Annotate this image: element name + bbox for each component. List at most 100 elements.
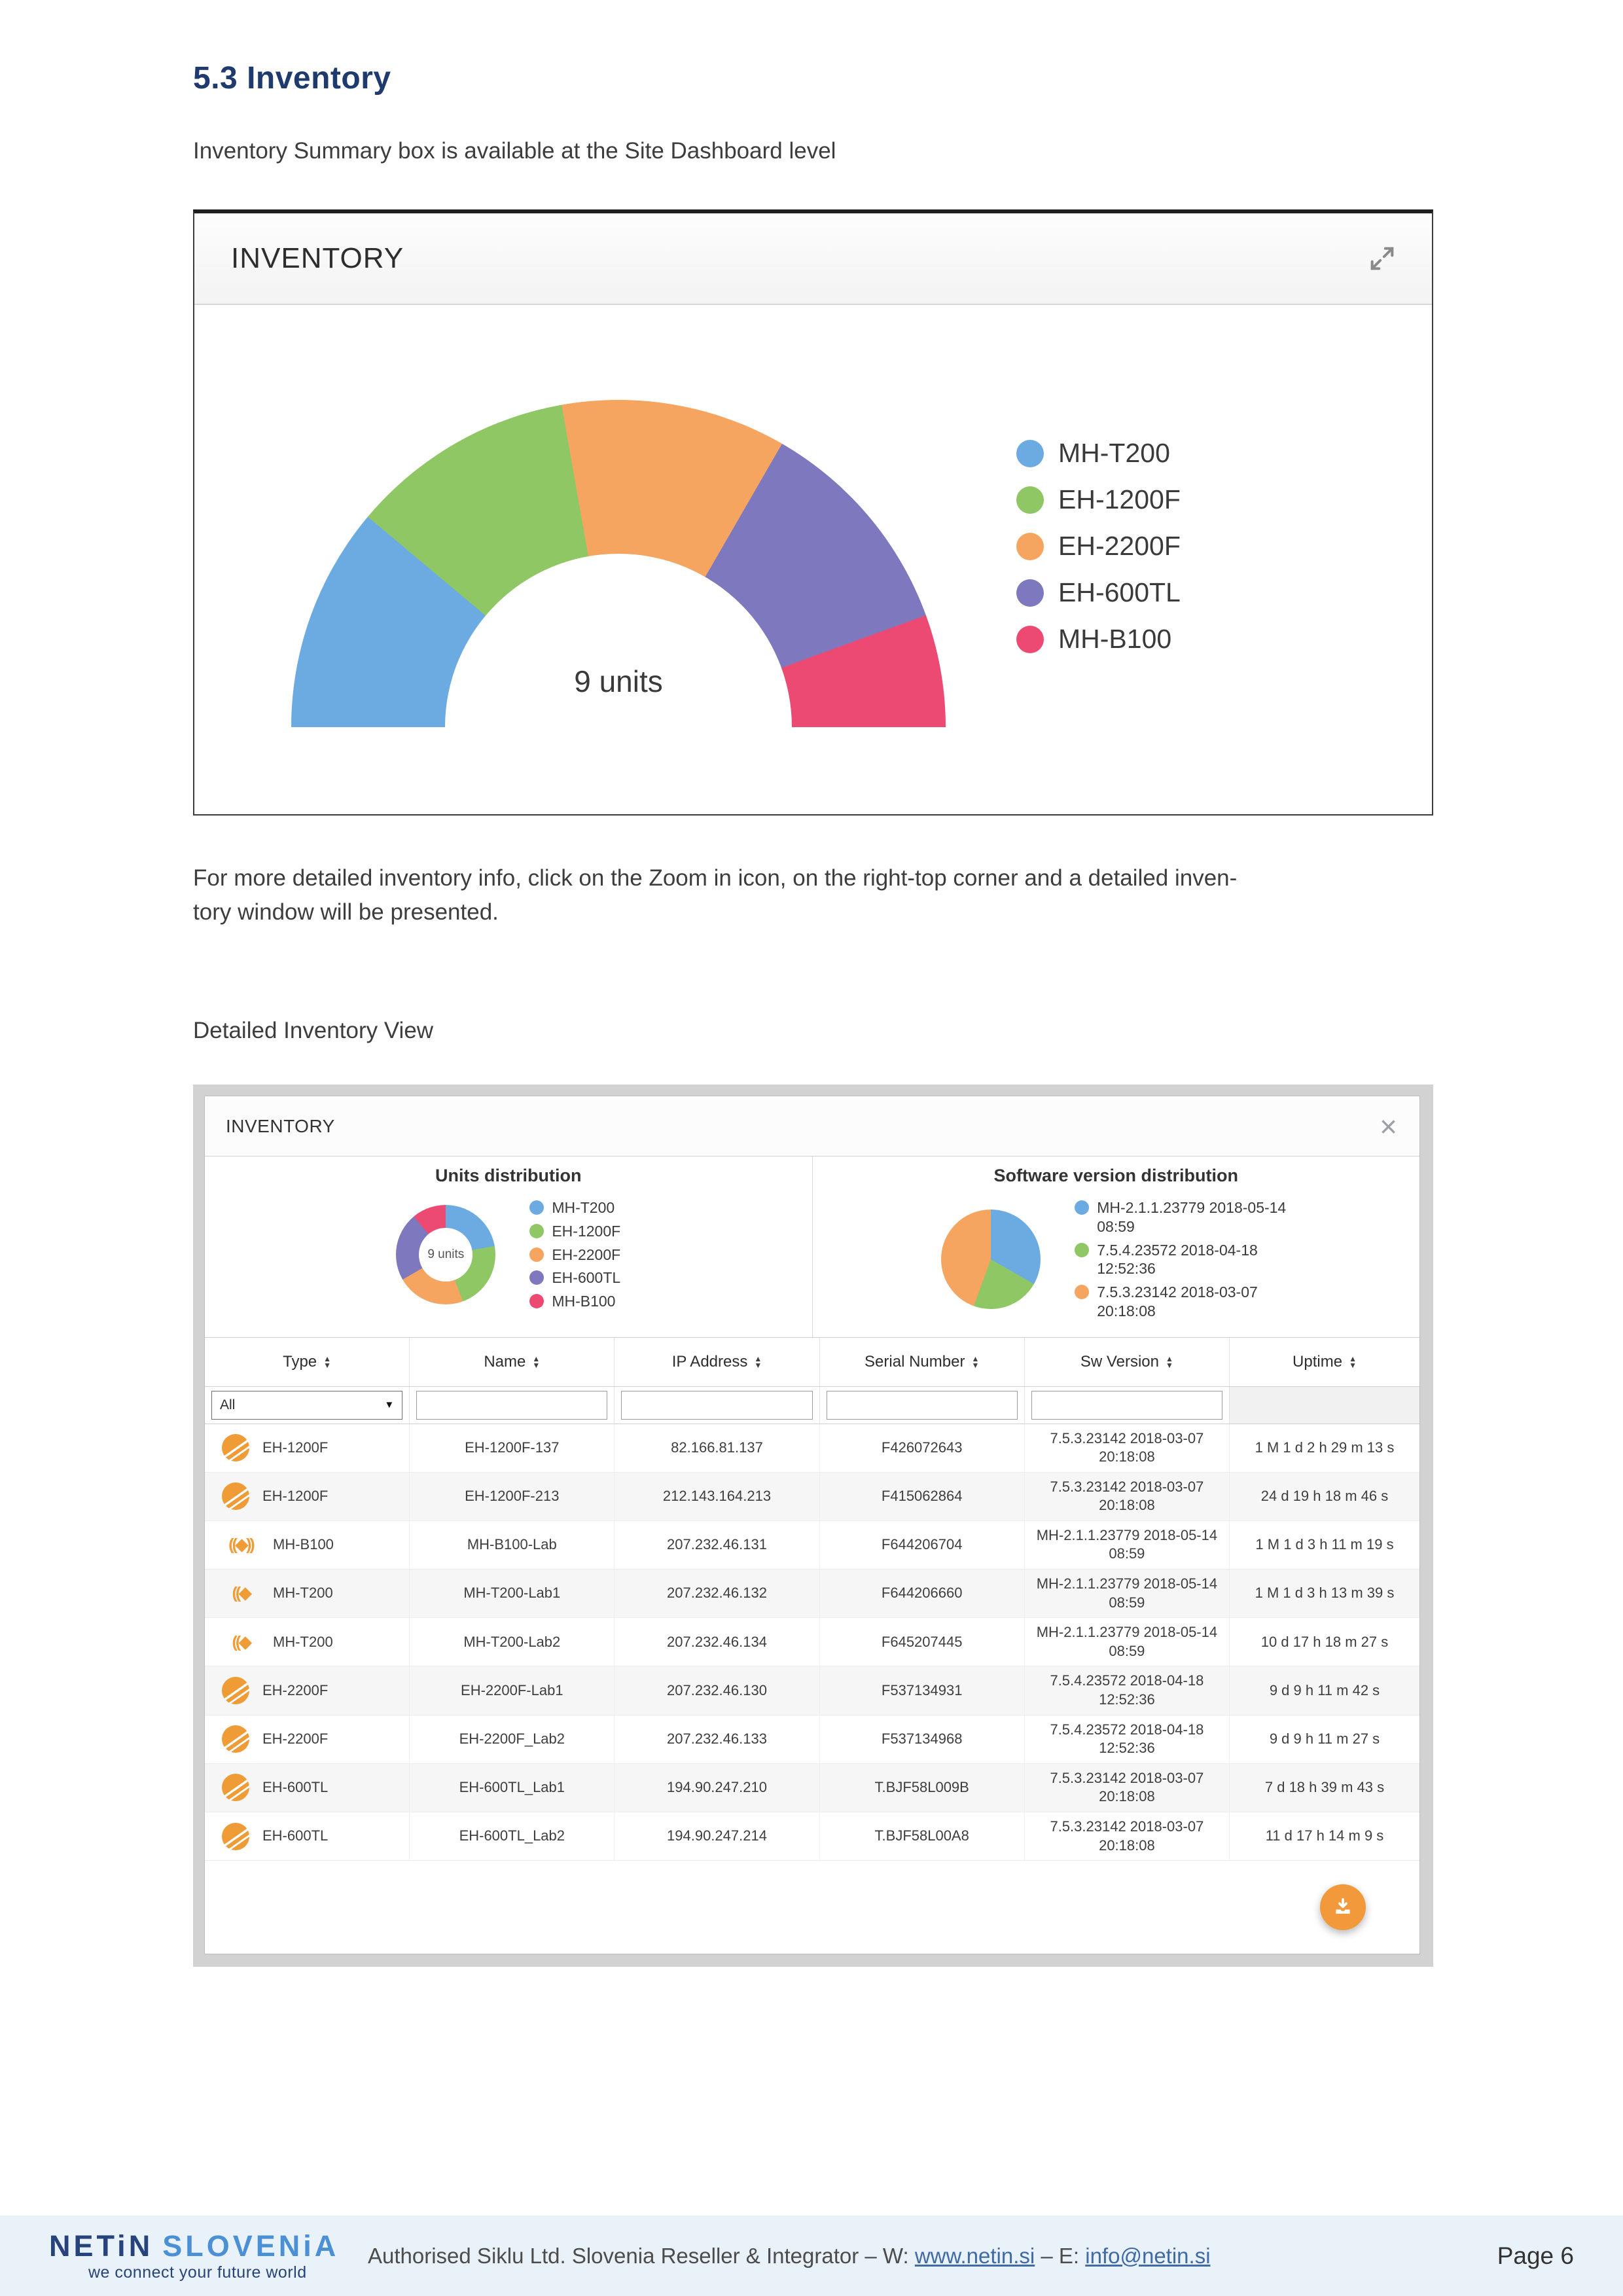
logo-slovenia: SLOVENiA xyxy=(162,2229,340,2263)
email-link[interactable]: info@netin.si xyxy=(1085,2243,1211,2268)
table-row[interactable]: EH-1200F EH-1200F-213 212.143.164.213 F4150… xyxy=(205,1472,1419,1521)
table-row[interactable]: ((◆ MH-T200 MH-T200-Lab1 207.232.46.132 F644… xyxy=(205,1570,1419,1619)
website-link[interactable]: www.netin.si xyxy=(914,2243,1035,2268)
table-row[interactable]: EH-600TL EH-600TL_Lab2 194.90.247.214 T.BJF… xyxy=(205,1812,1419,1861)
units-distribution-panel: Units distribution 9 units MH-T200 EH-120… xyxy=(205,1157,812,1337)
legend-swatch-icon xyxy=(1075,1285,1090,1299)
legend-item[interactable]: MH-T200 xyxy=(529,1198,620,1217)
column-header-label: Serial Number xyxy=(865,1352,965,1371)
column-header-serial-number[interactable]: Serial Number ▲ ▼ xyxy=(820,1337,1025,1386)
sw-filter-cell xyxy=(1025,1386,1230,1424)
zoom-note-paragraph: For more detailed inventory info, click … xyxy=(193,865,1238,925)
sort-icon: ▲ ▼ xyxy=(1165,1354,1173,1370)
table-filter-row: All ▼ xyxy=(205,1386,1419,1424)
cell-ip-address: 207.232.46.132 xyxy=(615,1570,820,1618)
table-footer xyxy=(205,1861,1419,1954)
table-row[interactable]: EH-2200F EH-2200F_Lab2 207.232.46.133 F5371… xyxy=(205,1715,1419,1764)
column-header-name[interactable]: Name ▲ ▼ xyxy=(410,1337,615,1386)
legend-item[interactable]: MH-T200 xyxy=(1016,438,1181,469)
legend-item[interactable]: EH-600TL xyxy=(529,1268,620,1287)
download-icon xyxy=(1336,1898,1350,1914)
name-filter-cell xyxy=(410,1386,615,1424)
table-row[interactable]: EH-2200F EH-2200F-Lab1 207.232.46.130 F5371… xyxy=(205,1666,1419,1715)
legend-swatch-icon xyxy=(529,1223,544,1238)
column-header-ip-address[interactable]: IP Address ▲ ▼ xyxy=(615,1337,820,1386)
software-pie-chart[interactable] xyxy=(941,1210,1041,1310)
cell-uptime: 11 d 17 h 14 m 9 s xyxy=(1265,1827,1384,1844)
legend-label: EH-600TL xyxy=(552,1269,621,1287)
sw-filter-input[interactable] xyxy=(1031,1390,1222,1420)
legend-item[interactable]: 7.5.4.23572 2018-04-18 12:52:36 xyxy=(1075,1241,1291,1279)
table-row[interactable]: ((◆ MH-T200 MH-T200-Lab2 207.232.46.134 F645… xyxy=(205,1618,1419,1667)
uptime-filter-disabled xyxy=(1230,1386,1419,1424)
legend-item[interactable]: MH-2.1.1.23779 2018-05-14 08:59 xyxy=(1075,1198,1291,1236)
charts-row: Units distribution 9 units MH-T200 EH-120… xyxy=(205,1157,1419,1338)
sort-icon: ▲ ▼ xyxy=(971,1354,980,1370)
table-row[interactable]: EH-1200F EH-1200F-137 82.166.81.137 F426072… xyxy=(205,1424,1419,1473)
expand-button[interactable] xyxy=(1365,242,1399,276)
dropdown-caret-icon: ▼ xyxy=(384,1399,395,1410)
legend-item[interactable]: 7.5.3.23142 2018-03-07 20:18:08 xyxy=(1075,1283,1291,1321)
legend-item[interactable]: MH-B100 xyxy=(1016,624,1181,655)
legend-swatch-icon xyxy=(1016,486,1044,514)
legend-item[interactable]: EH-1200F xyxy=(1016,484,1181,515)
legend-item[interactable]: EH-2200F xyxy=(1016,531,1181,562)
legend-item[interactable]: MH-B100 xyxy=(529,1292,620,1311)
ip-filter-input[interactable] xyxy=(621,1390,813,1420)
footer-text: Authorised Siklu Ltd. Slovenia Reseller … xyxy=(368,2244,1211,2269)
cell-sw-version: 7.5.3.23142 2018-03-07 20:18:08 xyxy=(1025,1812,1230,1861)
legend-item[interactable]: EH-600TL xyxy=(1016,577,1181,608)
units-donut-chart[interactable]: 9 units xyxy=(396,1204,496,1304)
cell-sw-version: 7.5.4.23572 2018-04-18 12:52:36 xyxy=(1025,1715,1230,1763)
cell-type: ((◆ MH-T200 xyxy=(205,1618,410,1666)
siklu-unit-icon xyxy=(222,1774,249,1802)
type-label: MH-T200 xyxy=(273,1633,333,1650)
cell-ip-address: 212.143.164.213 xyxy=(615,1472,820,1520)
sort-icon: ▲ ▼ xyxy=(1349,1354,1357,1370)
cell-uptime: 24 d 19 h 18 m 46 s xyxy=(1260,1487,1389,1504)
cell-name: EH-600TL_Lab2 xyxy=(410,1812,615,1861)
table-row[interactable]: EH-600TL EH-600TL_Lab1 194.90.247.210 T.BJF… xyxy=(205,1763,1419,1812)
legend-item[interactable]: EH-2200F xyxy=(529,1246,620,1265)
cell-name: EH-1200F-137 xyxy=(410,1424,615,1472)
name-filter-input[interactable] xyxy=(416,1390,608,1420)
legend-swatch-icon xyxy=(1075,1200,1090,1215)
units-total-label: 9 units xyxy=(427,1247,465,1261)
download-button[interactable] xyxy=(1320,1884,1366,1931)
column-header-uptime[interactable]: Uptime ▲ ▼ xyxy=(1230,1338,1419,1386)
legend-label: EH-600TL xyxy=(1058,577,1181,607)
legend-label: MH-T200 xyxy=(1058,438,1170,468)
uptime-filter-cell xyxy=(1230,1386,1419,1424)
legend-label: MH-B100 xyxy=(552,1293,616,1310)
type-filter-select[interactable]: All ▼ xyxy=(211,1390,403,1420)
table-row[interactable]: ((◆)) MH-B100 MH-B100-Lab 207.232.46.131 F64… xyxy=(205,1520,1419,1570)
type-filter-cell: All ▼ xyxy=(205,1386,410,1424)
sort-icon: ▲ ▼ xyxy=(532,1354,541,1370)
cell-serial-number: T.BJF58L00A8 xyxy=(820,1812,1025,1861)
legend-swatch-icon xyxy=(1016,625,1044,653)
column-header-type[interactable]: Type ▲ ▼ xyxy=(205,1337,410,1386)
column-header-label: Name xyxy=(484,1352,526,1371)
serial-filter-cell xyxy=(820,1386,1025,1424)
column-header-sw-version[interactable]: Sw Version ▲ ▼ xyxy=(1025,1337,1230,1386)
legend-swatch-icon xyxy=(529,1200,544,1215)
legend-label: EH-2200F xyxy=(552,1246,621,1263)
section-heading: 5.3 Inventory xyxy=(193,61,391,96)
legend-item[interactable]: EH-1200F xyxy=(529,1222,620,1241)
cell-type: EH-2200F xyxy=(205,1666,410,1715)
table-body: EH-1200F EH-1200F-137 82.166.81.137 F426072… xyxy=(205,1424,1419,1861)
type-label: EH-2200F xyxy=(262,1730,329,1747)
cell-sw-version: 7.5.3.23142 2018-03-07 20:18:08 xyxy=(1025,1472,1230,1520)
expand-icon xyxy=(1370,247,1394,270)
footer-text-prefix: Authorised Siklu Ltd. Slovenia Reseller … xyxy=(368,2243,915,2268)
siklu-unit-icon xyxy=(222,1822,249,1850)
cell-sw-version: 7.5.3.23142 2018-03-07 20:18:08 xyxy=(1025,1424,1230,1472)
software-chart-legend: MH-2.1.1.23779 2018-05-14 08:59 7.5.4.235… xyxy=(1075,1194,1291,1325)
legend-swatch-icon xyxy=(1016,439,1044,467)
cell-ip-address: 207.232.46.131 xyxy=(615,1520,820,1570)
close-button[interactable]: × xyxy=(1380,1109,1397,1143)
serial-filter-input[interactable] xyxy=(826,1390,1018,1420)
cell-type: ((◆ MH-T200 xyxy=(205,1570,410,1618)
units-total-label: 9 units xyxy=(574,664,663,698)
antenna-double-icon: ((◆)) xyxy=(228,1535,255,1554)
